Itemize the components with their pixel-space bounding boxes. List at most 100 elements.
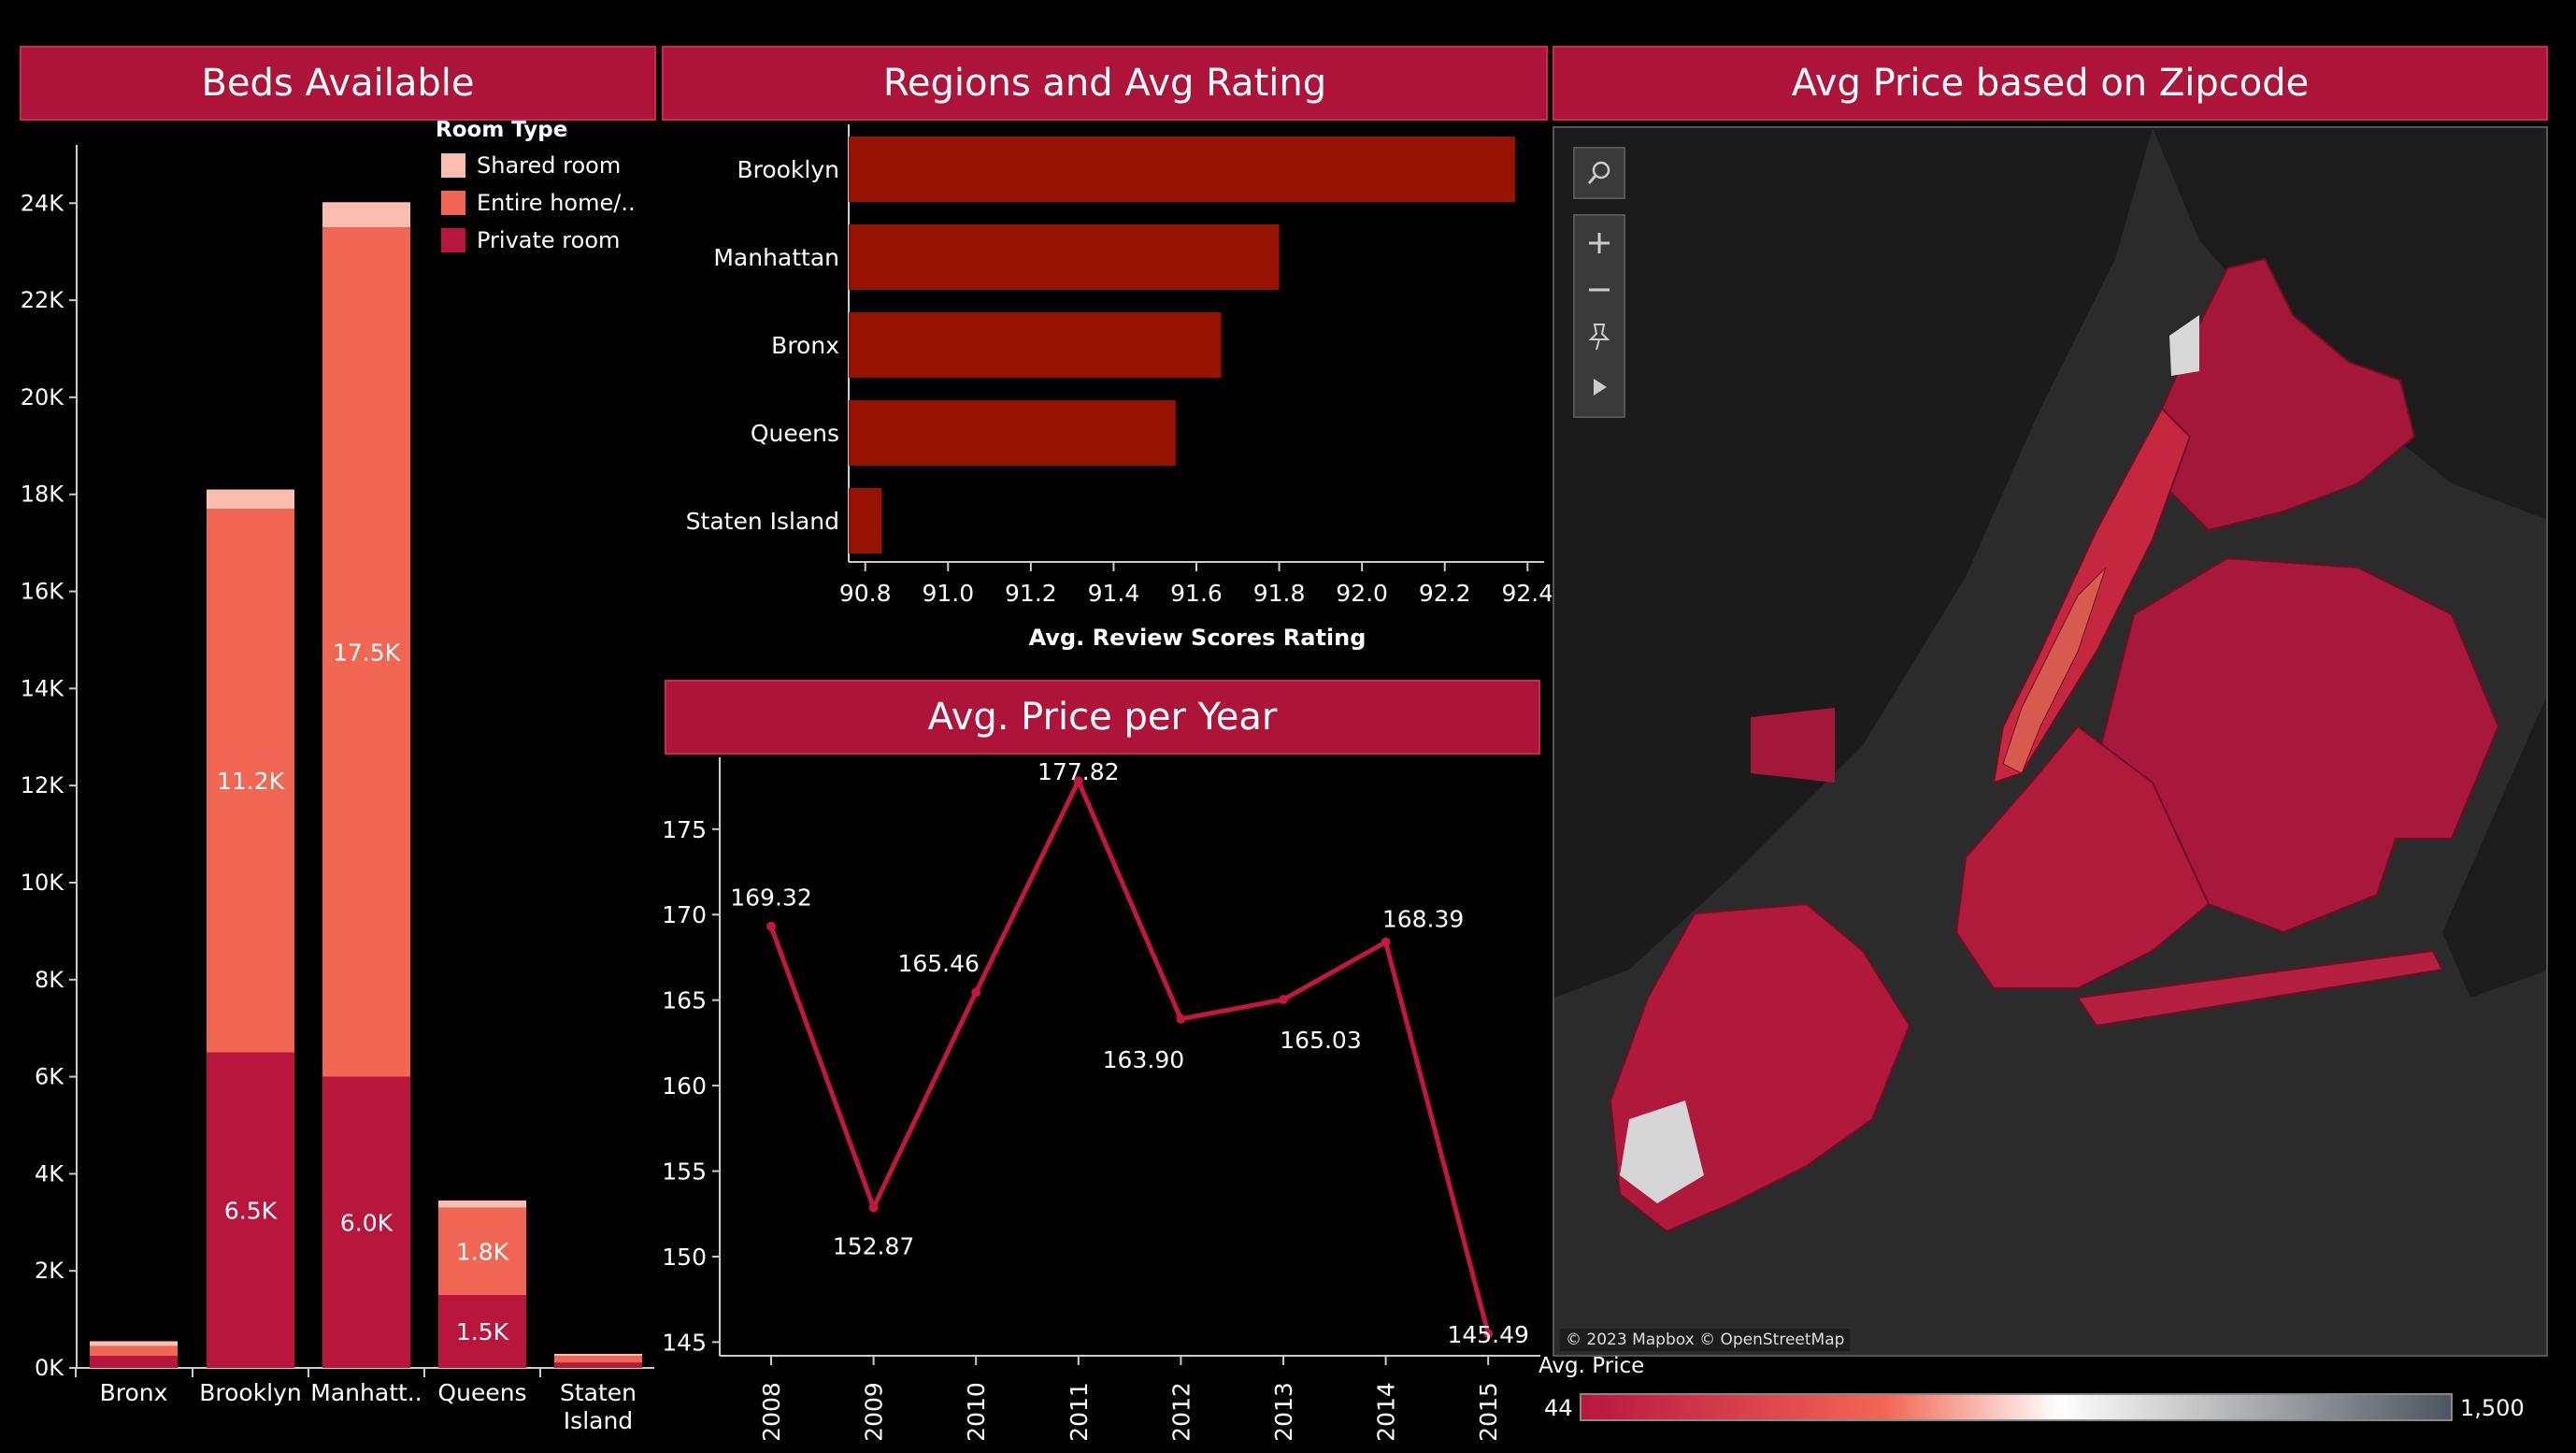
price-x-tick-label: 2009 [861, 1382, 888, 1442]
rating-category-label: Queens [751, 420, 839, 447]
regions-header: Regions and Avg Rating [662, 46, 1548, 121]
beds-legend-swatch [441, 191, 465, 215]
beds-bar-sharedroom [438, 1200, 526, 1208]
price-x-tick-label: 2014 [1373, 1382, 1400, 1442]
rating-bar [849, 137, 1515, 202]
beds-bar-sharedroom [322, 202, 410, 228]
staten-island-white-zip [1620, 1101, 1704, 1203]
ratings-x-axis-title: Avg. Review Scores Rating [1029, 625, 1367, 651]
beds-bar-label: 6.0K [340, 1209, 394, 1236]
price-y-tick-label: 175 [662, 816, 707, 843]
regions-chart: Brooklyn Manhattan Bronx Queens Staten Islan… [686, 124, 1552, 651]
price-x-tick-label: 2011 [1066, 1382, 1093, 1442]
price-header: Avg. Price per Year [665, 680, 1540, 755]
map-header: Avg Price based on Zipcode [1553, 46, 2548, 121]
beds-bar-label: 11.2K [217, 768, 285, 795]
map-search-control[interactable] [1573, 147, 1625, 199]
beds-y-tick-label: 0K [35, 1355, 64, 1381]
ratings-x-tick-label: 92.0 [1336, 580, 1388, 607]
beds-x-tick-label: Manhatt.. [310, 1379, 422, 1406]
pin-icon [1588, 324, 1610, 351]
rating-category-label: Brooklyn [737, 156, 839, 183]
price-data-label: 168.39 [1382, 906, 1464, 933]
ratings-x-tick-label: 91.4 [1088, 580, 1140, 607]
ratings-x-tick-label: 92.4 [1501, 580, 1552, 607]
price-point [766, 921, 776, 931]
price-title: Avg. Price per Year [927, 696, 1278, 739]
beds-bar-label: 17.5K [333, 639, 401, 666]
beds-y-tick-label: 20K [21, 384, 65, 410]
rating-category-label: Staten Island [686, 508, 839, 535]
beds-bar-entirehome [554, 1356, 642, 1363]
ratings-x-tick-label: 90.8 [839, 580, 892, 607]
beds-bar-label: 6.5K [224, 1197, 278, 1224]
price-x-tick-label: 2012 [1167, 1382, 1195, 1442]
price-x-tick-label: 2015 [1475, 1382, 1502, 1442]
beds-x-tick-label: Island [564, 1407, 633, 1434]
beds-bar-privateroom [207, 1052, 294, 1368]
zoom-out-icon [1589, 288, 1610, 292]
map-legend-gradient [1580, 1393, 2453, 1421]
price-x-tick-label: 2013 [1270, 1382, 1297, 1442]
beds-bar-sharedroom [90, 1341, 178, 1346]
beds-bar-privateroom [438, 1295, 526, 1368]
beds-header: Beds Available [20, 46, 656, 121]
beds-y-tick-label: 24K [21, 190, 65, 216]
search-icon [1587, 161, 1610, 184]
price-x-tick-label: 2010 [963, 1382, 990, 1442]
price-point [1381, 937, 1391, 947]
ratings-x-tick-label: 91.8 [1253, 580, 1306, 607]
price-point [1176, 1014, 1186, 1024]
rating-bar [849, 224, 1280, 290]
beds-bar-label: 1.5K [456, 1318, 509, 1345]
price-y-tick-label: 150 [662, 1244, 707, 1271]
play-icon [1594, 379, 1607, 396]
rating-category-label: Manhattan [713, 244, 839, 271]
midtown-zipcodes [2002, 567, 2107, 774]
zoom-in-button[interactable] [1575, 222, 1624, 265]
pin-button[interactable] [1575, 315, 1624, 358]
price-data-label: 177.82 [1038, 758, 1119, 785]
beds-bar-entirehome [207, 509, 294, 1053]
ratings-x-tick-label: 91.6 [1170, 580, 1223, 607]
rating-bar [849, 488, 882, 554]
rating-category-label: Bronx [771, 332, 839, 359]
ratings-x-tick-label: 91.0 [922, 580, 974, 607]
rating-bar [849, 312, 1222, 378]
li-land [2442, 698, 2546, 998]
beds-bar-sharedroom [554, 1353, 642, 1357]
nj-land [1554, 128, 2153, 998]
beds-legend-label: Entire home/.. [477, 190, 636, 216]
nj-zipcode [1751, 708, 1835, 783]
beds-bar-label: 1.8K [456, 1238, 509, 1265]
beds-bar-entirehome [90, 1345, 178, 1357]
beds-y-tick-label: 16K [21, 579, 65, 605]
beds-bar-privateroom [90, 1356, 178, 1368]
map-legend-title: Avg. Price [1538, 1354, 1645, 1378]
price-point [1279, 995, 1288, 1005]
beds-chart: 0K 2K 4K 6K 8K 10K 12K 14K 16K 18K 20K 22K 24K Bronx 6… [21, 118, 654, 1434]
rating-bar [849, 400, 1176, 466]
price-chart: 145 150 155 160 165 170 175 169.32 2008 152.87 200… [662, 757, 1540, 1442]
zipcode-map[interactable]: © 2023 Mapbox © OpenStreetMap [1553, 126, 2548, 1357]
price-data-label: 163.90 [1103, 1046, 1184, 1073]
north-land [2153, 128, 2546, 520]
beds-y-tick-label: 12K [21, 772, 65, 798]
beds-y-tick-label: 10K [21, 870, 65, 896]
beds-x-tick-label: Brooklyn [199, 1379, 302, 1406]
beds-bar-privateroom [554, 1362, 642, 1368]
beds-legend-title: Room Type [436, 118, 567, 142]
price-point [868, 1202, 879, 1213]
map-canvas[interactable] [1554, 128, 2548, 1357]
price-data-label: 165.03 [1280, 1027, 1361, 1054]
price-data-label: 165.46 [897, 950, 979, 977]
price-y-tick-label: 170 [662, 901, 707, 928]
price-y-tick-label: 160 [662, 1072, 707, 1100]
price-data-label: 145.49 [1447, 1321, 1528, 1348]
beds-bar-privateroom [322, 1076, 410, 1368]
zoom-out-button[interactable] [1575, 268, 1624, 311]
beds-y-tick-label: 14K [21, 675, 65, 701]
beds-bar-entirehome [322, 227, 410, 1077]
brooklyn-zipcodes [1954, 725, 2211, 989]
play-button[interactable] [1575, 366, 1624, 409]
